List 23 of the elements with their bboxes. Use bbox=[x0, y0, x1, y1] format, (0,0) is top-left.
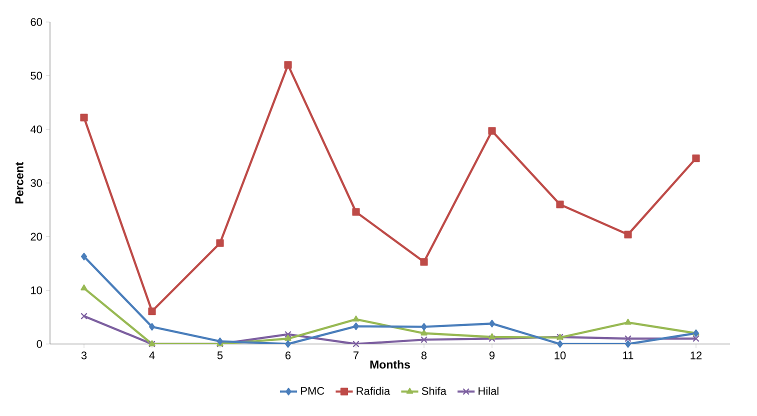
legend-label: Hilal bbox=[478, 386, 498, 395]
x-tick-label: 4 bbox=[149, 352, 155, 360]
x-axis-title: Months bbox=[370, 360, 410, 369]
legend-label: Rafidia bbox=[356, 386, 390, 395]
legend-label: PMC bbox=[301, 386, 324, 395]
y-tick-label: 40 bbox=[30, 125, 42, 134]
y-tick-label: 10 bbox=[31, 286, 42, 294]
x-tick-label: 12 bbox=[690, 352, 702, 360]
y-tick-label: 50 bbox=[30, 72, 42, 80]
y-tick-label: 20 bbox=[30, 232, 42, 241]
y-tick-label: 0 bbox=[36, 340, 42, 348]
x-tick-label: 7 bbox=[354, 352, 359, 360]
y-tick-label: 60 bbox=[30, 18, 42, 26]
legend-label: Shifa bbox=[422, 386, 446, 395]
x-tick-label: 9 bbox=[489, 352, 495, 360]
x-tick-label: 8 bbox=[421, 352, 427, 360]
x-tick-label: 11 bbox=[623, 352, 634, 360]
y-axis-title: Percent bbox=[15, 162, 24, 204]
x-tick-label: 10 bbox=[554, 352, 566, 360]
y-tick-label: 30 bbox=[30, 179, 42, 187]
x-tick-label: 6 bbox=[286, 352, 291, 360]
x-tick-label: 3 bbox=[81, 352, 87, 360]
x-tick-label: 5 bbox=[217, 352, 223, 360]
